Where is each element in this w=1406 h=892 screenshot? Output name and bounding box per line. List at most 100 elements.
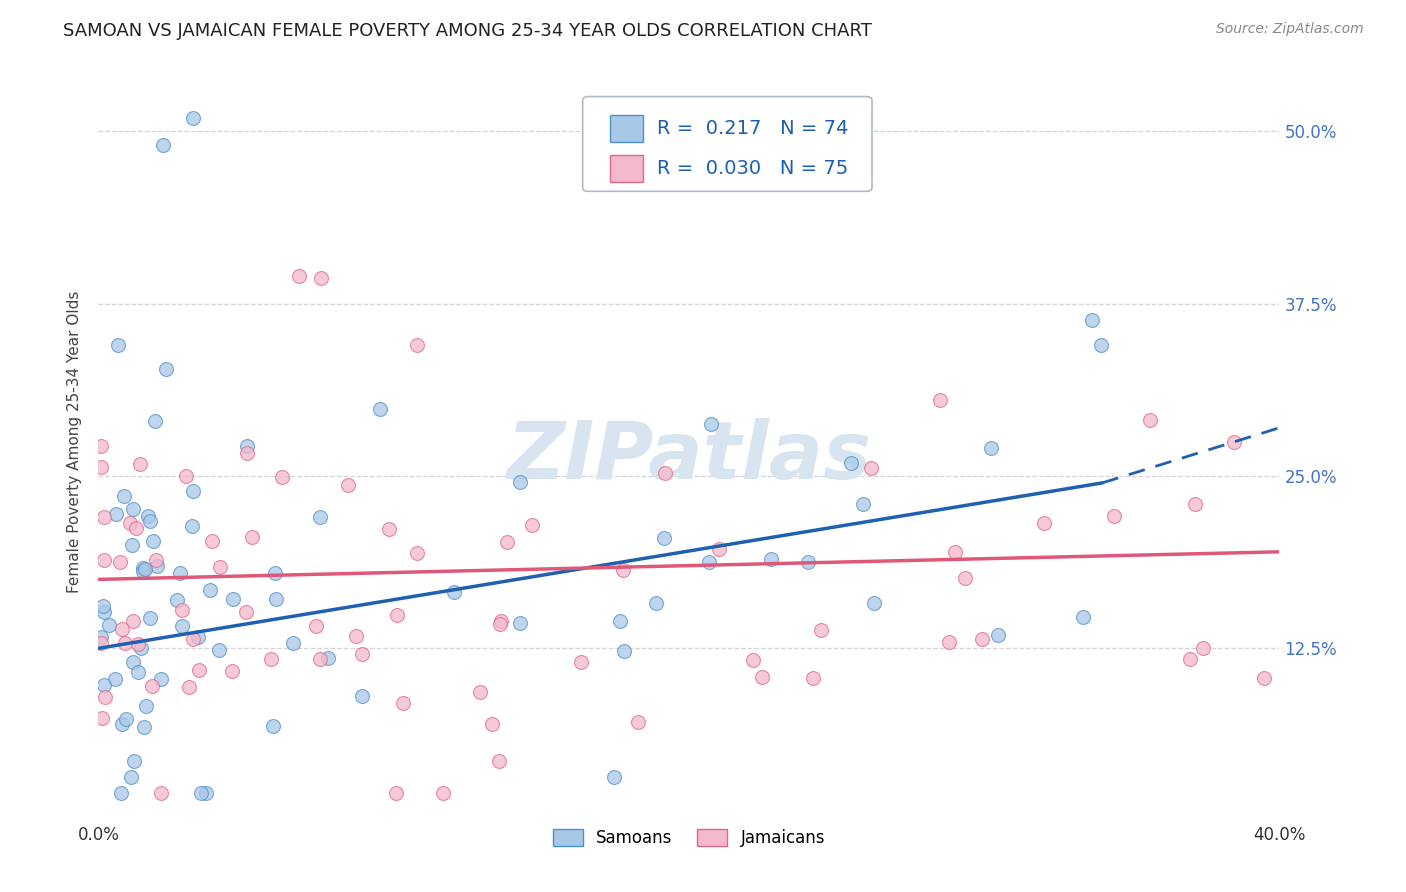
Point — [121, 501, 143, 516]
Point — [150, 786, 173, 800]
Point — [1033, 516, 1056, 530]
Point — [145, 414, 167, 428]
Point — [264, 566, 287, 580]
Point — [90, 439, 112, 453]
Point — [187, 630, 209, 644]
Point — [344, 629, 367, 643]
Point — [93, 553, 115, 567]
Point — [135, 698, 157, 713]
Point — [1102, 509, 1125, 524]
Point — [384, 786, 406, 800]
Point — [1071, 609, 1094, 624]
Point — [481, 716, 503, 731]
Point — [943, 545, 966, 559]
Point — [627, 714, 650, 729]
Point — [93, 605, 115, 619]
Point — [207, 642, 229, 657]
Point — [1192, 640, 1215, 655]
Point — [115, 712, 138, 726]
Point — [136, 509, 159, 524]
Point — [121, 614, 143, 628]
Point — [270, 470, 292, 484]
Point — [142, 534, 165, 549]
Point — [488, 617, 510, 632]
Point — [127, 665, 149, 679]
Point — [406, 338, 429, 352]
Point — [118, 516, 141, 530]
Point — [169, 566, 191, 581]
Point — [235, 605, 257, 619]
Point — [980, 441, 1002, 455]
Point — [609, 614, 631, 628]
Point — [122, 754, 145, 768]
Point — [112, 489, 135, 503]
Point — [801, 672, 824, 686]
Point — [432, 786, 454, 800]
Point — [970, 632, 993, 646]
Point — [308, 652, 330, 666]
Point — [1178, 651, 1201, 665]
Point — [145, 553, 167, 567]
Point — [645, 596, 668, 610]
Point — [172, 619, 194, 633]
Bar — [610, 115, 643, 142]
Point — [1139, 412, 1161, 426]
Point — [759, 552, 782, 566]
Point — [709, 542, 731, 557]
Point — [190, 786, 212, 800]
Point — [138, 514, 160, 528]
Point — [852, 498, 875, 512]
Point — [281, 636, 304, 650]
Point — [94, 690, 117, 704]
Point — [953, 571, 976, 585]
Point — [368, 402, 391, 417]
Point — [181, 483, 204, 498]
Point — [132, 564, 155, 578]
Point — [699, 417, 721, 432]
Point — [181, 519, 204, 533]
Point — [166, 593, 188, 607]
Point — [288, 269, 311, 284]
Point — [443, 585, 465, 599]
Point — [1184, 497, 1206, 511]
Bar — [610, 155, 643, 182]
Text: R =  0.217   N = 74: R = 0.217 N = 74 — [657, 119, 848, 137]
Point — [111, 622, 134, 636]
Point — [170, 603, 193, 617]
Point — [1081, 313, 1104, 327]
Point — [470, 685, 492, 699]
Point — [93, 510, 115, 524]
Point — [859, 460, 882, 475]
Point — [128, 458, 150, 472]
Point — [181, 111, 204, 125]
Point — [181, 632, 204, 646]
Point — [90, 636, 112, 650]
Point — [155, 362, 177, 376]
FancyBboxPatch shape — [582, 96, 872, 191]
Point — [110, 786, 132, 800]
Legend: Samoans, Jamaicans: Samoans, Jamaicans — [546, 822, 832, 854]
Point — [114, 636, 136, 650]
Point — [613, 644, 636, 658]
Point — [654, 467, 676, 481]
Point — [90, 711, 112, 725]
Point — [201, 533, 224, 548]
Point — [222, 592, 245, 607]
Point — [141, 679, 163, 693]
Point — [90, 630, 112, 644]
Point — [1222, 435, 1244, 450]
Point — [242, 530, 264, 544]
Point — [260, 652, 283, 666]
Point — [352, 647, 374, 661]
Point — [262, 719, 284, 733]
Point — [90, 460, 112, 475]
Point — [863, 597, 886, 611]
Point — [602, 770, 624, 784]
Point — [179, 680, 201, 694]
Point — [839, 456, 862, 470]
Point — [697, 555, 720, 569]
Point — [105, 507, 128, 521]
Point — [406, 546, 429, 560]
Point — [264, 591, 287, 606]
Point — [120, 771, 142, 785]
